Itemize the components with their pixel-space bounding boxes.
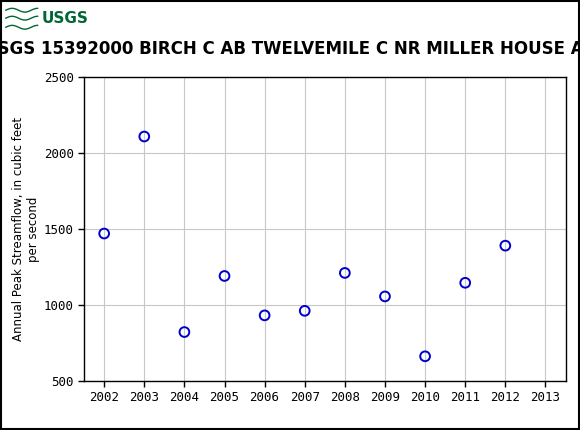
- Y-axis label: Annual Peak Streamflow, in cubic feet
per second: Annual Peak Streamflow, in cubic feet pe…: [12, 117, 39, 341]
- Point: [340, 270, 350, 276]
- Text: USGS: USGS: [42, 12, 89, 26]
- Point: [501, 242, 510, 249]
- Point: [140, 133, 149, 140]
- Point: [260, 312, 269, 319]
- Point: [380, 293, 390, 300]
- Point: [220, 273, 229, 280]
- Text: USGS 15392000 BIRCH C AB TWELVEMILE C NR MILLER HOUSE AK: USGS 15392000 BIRCH C AB TWELVEMILE C NR…: [0, 40, 580, 58]
- Point: [300, 307, 309, 314]
- Point: [100, 230, 109, 237]
- Point: [180, 329, 189, 335]
- Point: [461, 280, 470, 286]
- Point: [420, 353, 430, 360]
- Bar: [3, 2, 70, 36]
